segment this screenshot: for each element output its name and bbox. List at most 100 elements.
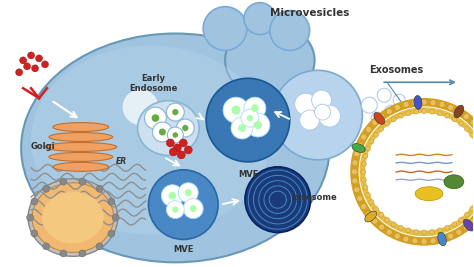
Ellipse shape bbox=[352, 144, 365, 152]
Circle shape bbox=[430, 100, 436, 106]
Circle shape bbox=[386, 108, 392, 115]
Ellipse shape bbox=[365, 211, 377, 222]
Circle shape bbox=[456, 229, 462, 235]
Circle shape bbox=[43, 243, 50, 250]
Circle shape bbox=[246, 113, 270, 137]
Ellipse shape bbox=[444, 175, 464, 189]
Circle shape bbox=[374, 206, 378, 211]
Circle shape bbox=[43, 185, 50, 192]
Ellipse shape bbox=[31, 45, 270, 234]
Circle shape bbox=[182, 125, 188, 131]
Circle shape bbox=[384, 217, 390, 222]
Circle shape bbox=[470, 132, 474, 137]
Ellipse shape bbox=[49, 152, 113, 161]
Circle shape bbox=[464, 113, 469, 120]
Circle shape bbox=[31, 198, 38, 205]
Circle shape bbox=[366, 126, 372, 132]
Circle shape bbox=[374, 132, 378, 137]
Circle shape bbox=[445, 113, 450, 118]
Circle shape bbox=[350, 98, 474, 245]
Circle shape bbox=[251, 104, 259, 112]
Circle shape bbox=[369, 200, 374, 205]
Circle shape bbox=[247, 115, 253, 121]
Circle shape bbox=[403, 101, 409, 108]
Circle shape bbox=[354, 151, 360, 157]
Circle shape bbox=[152, 114, 159, 122]
Circle shape bbox=[166, 139, 174, 147]
Circle shape bbox=[465, 126, 469, 131]
Circle shape bbox=[357, 195, 363, 201]
Circle shape bbox=[183, 199, 203, 219]
Circle shape bbox=[244, 97, 266, 119]
Circle shape bbox=[445, 225, 450, 230]
Circle shape bbox=[167, 127, 183, 143]
Circle shape bbox=[179, 139, 187, 147]
Circle shape bbox=[447, 233, 454, 239]
Ellipse shape bbox=[45, 143, 117, 151]
Ellipse shape bbox=[32, 183, 114, 252]
Circle shape bbox=[361, 161, 366, 166]
Circle shape bbox=[379, 113, 384, 120]
Circle shape bbox=[406, 111, 411, 116]
Circle shape bbox=[421, 109, 427, 113]
Circle shape bbox=[241, 109, 259, 127]
Circle shape bbox=[161, 185, 183, 207]
Circle shape bbox=[352, 178, 358, 184]
Circle shape bbox=[439, 101, 445, 108]
Circle shape bbox=[458, 121, 464, 126]
Circle shape bbox=[414, 109, 419, 114]
Circle shape bbox=[311, 90, 331, 110]
Circle shape bbox=[391, 222, 396, 227]
Circle shape bbox=[254, 121, 262, 129]
Circle shape bbox=[32, 65, 38, 72]
Circle shape bbox=[148, 170, 218, 239]
Circle shape bbox=[389, 120, 399, 130]
Circle shape bbox=[363, 185, 368, 190]
Circle shape bbox=[223, 97, 249, 123]
Circle shape bbox=[379, 224, 384, 230]
Circle shape bbox=[429, 229, 435, 234]
Circle shape bbox=[372, 218, 378, 224]
Circle shape bbox=[403, 236, 409, 242]
Circle shape bbox=[169, 192, 176, 199]
Circle shape bbox=[393, 94, 405, 106]
Circle shape bbox=[60, 178, 67, 185]
Circle shape bbox=[379, 212, 383, 217]
Circle shape bbox=[185, 189, 192, 196]
Ellipse shape bbox=[225, 23, 315, 98]
Circle shape bbox=[351, 169, 357, 175]
Circle shape bbox=[245, 167, 310, 233]
Circle shape bbox=[203, 7, 247, 50]
Circle shape bbox=[295, 93, 317, 115]
Circle shape bbox=[386, 229, 392, 235]
Circle shape bbox=[27, 214, 34, 221]
Circle shape bbox=[16, 69, 23, 76]
Circle shape bbox=[398, 113, 403, 118]
Ellipse shape bbox=[53, 162, 109, 171]
Circle shape bbox=[172, 109, 178, 115]
Circle shape bbox=[363, 154, 368, 159]
Circle shape bbox=[184, 146, 192, 154]
Circle shape bbox=[153, 122, 173, 142]
Circle shape bbox=[458, 217, 464, 222]
Circle shape bbox=[112, 214, 119, 221]
Circle shape bbox=[169, 148, 177, 156]
Circle shape bbox=[60, 250, 67, 257]
Circle shape bbox=[470, 120, 474, 125]
Circle shape bbox=[412, 238, 418, 244]
Circle shape bbox=[470, 218, 474, 224]
Circle shape bbox=[36, 55, 43, 62]
Circle shape bbox=[379, 126, 383, 131]
Ellipse shape bbox=[374, 112, 385, 124]
Circle shape bbox=[96, 185, 103, 192]
Circle shape bbox=[231, 105, 240, 115]
Circle shape bbox=[166, 201, 184, 219]
Circle shape bbox=[238, 124, 246, 132]
Circle shape bbox=[159, 128, 166, 135]
Circle shape bbox=[398, 225, 403, 230]
Circle shape bbox=[421, 230, 427, 235]
Circle shape bbox=[430, 238, 436, 244]
Ellipse shape bbox=[414, 96, 422, 109]
Circle shape bbox=[300, 110, 319, 130]
Circle shape bbox=[412, 100, 418, 106]
